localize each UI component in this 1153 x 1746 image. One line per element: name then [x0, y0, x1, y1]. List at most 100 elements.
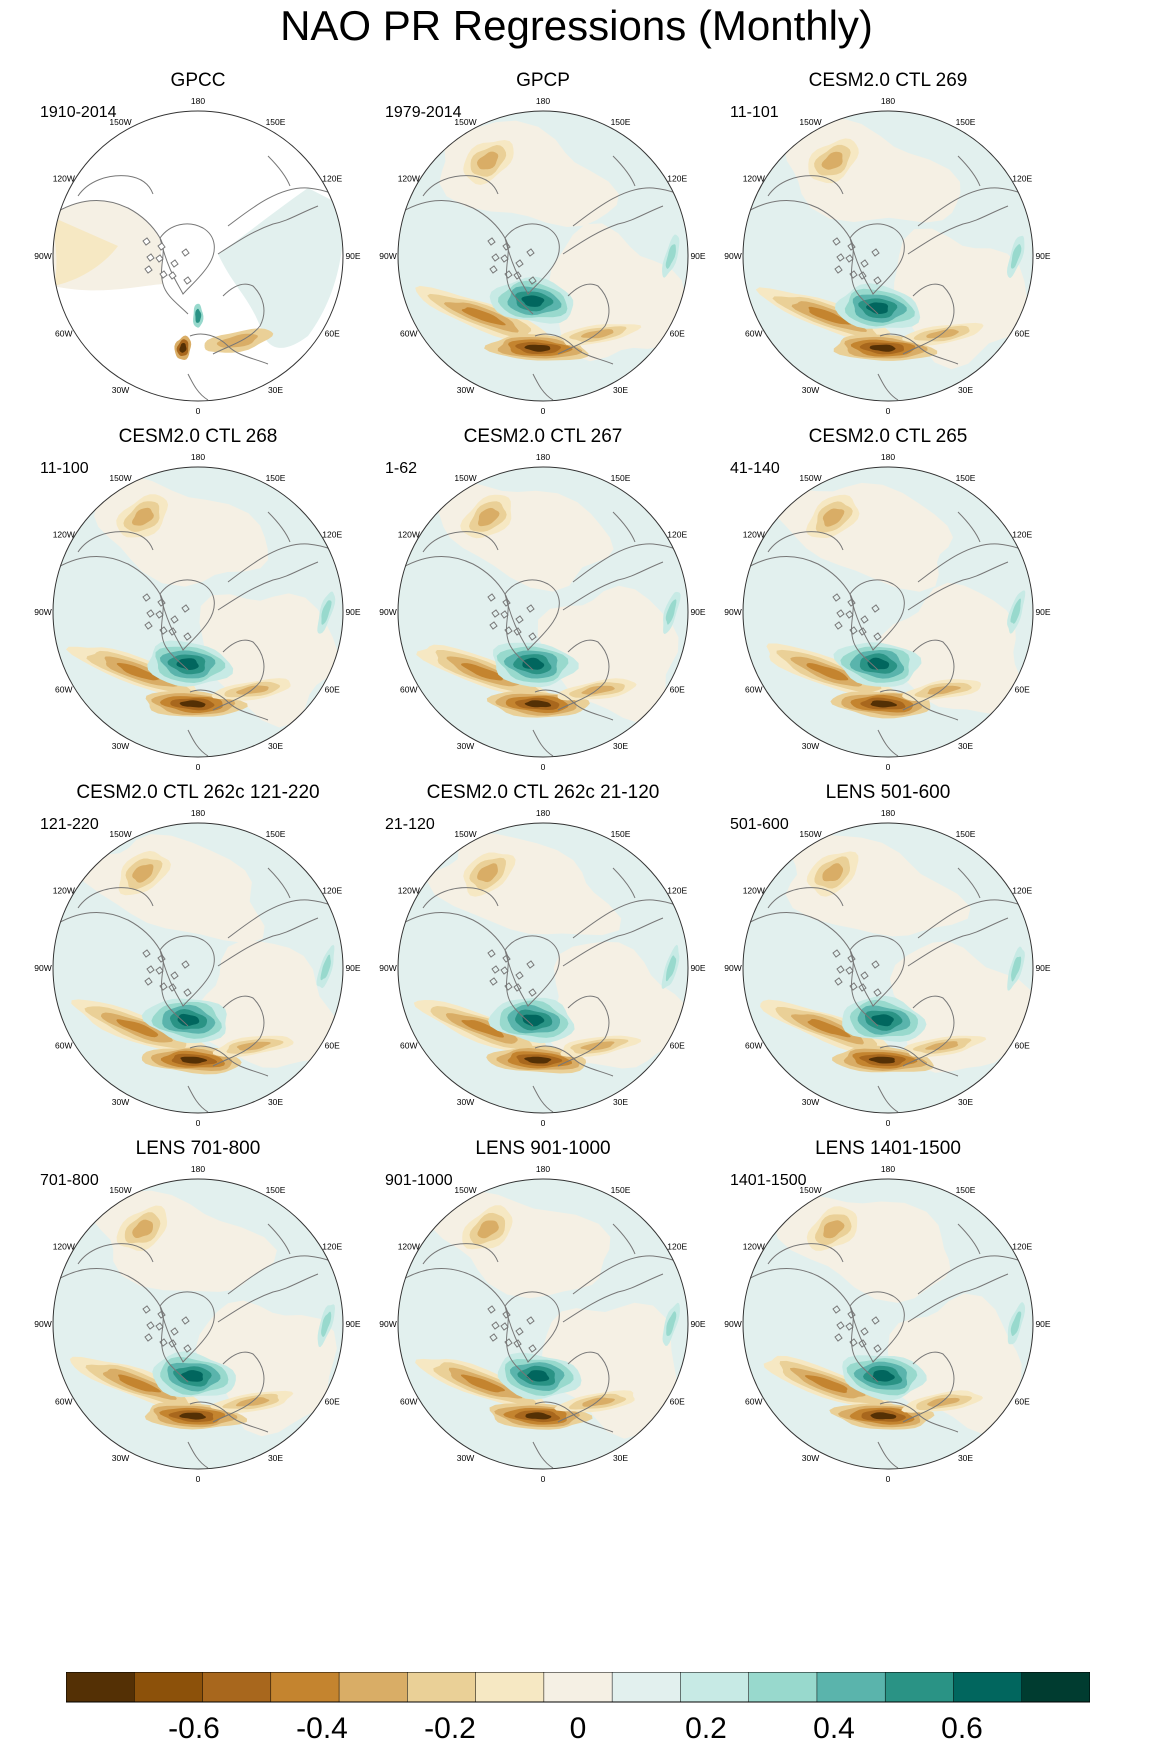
colorbar-tick-label: 0.4	[813, 1712, 855, 1745]
island-coastline	[183, 632, 192, 641]
colorbar-segment	[884, 1672, 955, 1703]
longitude-label: 90W	[34, 963, 51, 973]
island-coastline	[502, 1310, 511, 1319]
island-coastline	[528, 276, 537, 285]
polar-map: 180 150E 120E 90E 60E 30E 0 30W 60W 90W 120W 150W	[724, 808, 1051, 1128]
longitude-label: 30W	[457, 1097, 474, 1107]
longitude-label: 90W	[34, 251, 51, 261]
map-panel: 180 150E 120E 90E 60E 30E 0 30W 60W 90W 120W 150W CE…	[363, 782, 723, 1174]
island-coastline	[491, 609, 500, 618]
coastline	[562, 917, 664, 967]
longitude-label: 90E	[1035, 251, 1050, 261]
coastline	[422, 1243, 499, 1265]
colorbar-segment	[270, 1672, 340, 1703]
longitude-label: 90W	[34, 607, 51, 617]
coastline	[532, 373, 554, 401]
longitude-label: 60W	[55, 685, 72, 695]
map-panel: 180 150E 120E 90E 60E 30E 0 30W 60W 90W 120W 150W GP…	[18, 70, 378, 462]
island-coastline	[845, 966, 854, 975]
field-atlantic-dry	[460, 1374, 505, 1393]
field-midlatitude-dry	[870, 1412, 897, 1420]
longitude-label: 90W	[379, 1319, 396, 1329]
colorbar-segment	[66, 1672, 135, 1703]
coastline	[159, 935, 215, 1007]
longitude-label: 0	[541, 1118, 546, 1128]
longitude-label: 60E	[1015, 1041, 1030, 1051]
longitude-label: 60E	[670, 329, 685, 339]
longitude-label: 120E	[1012, 174, 1032, 184]
field-north-america	[53, 216, 118, 286]
longitude-label: 30E	[268, 1097, 283, 1107]
longitude-label: 150E	[611, 1185, 631, 1195]
longitude-label: 180	[191, 808, 205, 818]
colorbar-segment	[202, 1672, 272, 1703]
map-panel: 180 150E 120E 90E 60E 30E 0 30W 60W 90W 120W 150W LE…	[708, 782, 1068, 1174]
longitude-label: 120E	[322, 886, 342, 896]
field-atlantic-dry	[808, 306, 851, 325]
island-coastline	[181, 248, 190, 257]
island-coastline	[849, 270, 858, 279]
panel-period: 11-100	[40, 460, 89, 477]
polar-map: 180 150E 120E 90E 60E 30E 0 30W 60W 90W 120W 150W	[34, 1164, 361, 1484]
coastline	[557, 639, 610, 711]
longitude-label: 30W	[802, 385, 819, 395]
panel-title: LENS 701-800	[135, 1138, 261, 1159]
longitude-label: 150E	[266, 1185, 286, 1195]
island-coastline	[832, 593, 841, 602]
panel-period: 701-800	[40, 1172, 99, 1189]
field-atlantic-wet	[176, 658, 199, 670]
field-atlantic-dry	[461, 307, 506, 326]
coastline	[877, 1085, 899, 1113]
polar-map: 180 150E 120E 90E 60E 30E 0 30W 60W 90W 120W 150W	[724, 452, 1051, 772]
island-coastline	[146, 965, 155, 974]
coastline	[189, 1401, 269, 1433]
field-pacific-dry	[478, 507, 500, 527]
island-coastline	[168, 627, 177, 636]
field-midlatitude-dry	[524, 344, 551, 352]
longitude-label: 90E	[690, 963, 705, 973]
panel-period: 1401-1500	[730, 1172, 807, 1189]
longitude-label: 30W	[802, 1453, 819, 1463]
field-asia-wet	[666, 1311, 677, 1336]
longitude-label: 120W	[743, 174, 765, 184]
coastline	[767, 175, 844, 197]
field-asia-wet	[665, 955, 677, 982]
coastline	[612, 511, 636, 543]
longitude-label: 120W	[53, 1242, 75, 1252]
panel-period: 901-1000	[385, 1172, 453, 1189]
longitude-label: 150E	[266, 829, 286, 839]
field-neutral	[429, 1191, 611, 1299]
coastline	[877, 373, 899, 401]
coastline	[212, 995, 265, 1067]
coastline	[267, 1223, 291, 1255]
panel-period: 21-120	[385, 816, 435, 833]
island-coastline	[834, 621, 843, 630]
longitude-label: 30W	[112, 741, 129, 751]
colorbar-tick-label: 0.2	[685, 1712, 727, 1745]
longitude-label: 120W	[743, 886, 765, 896]
longitude-label: 180	[536, 808, 550, 818]
longitude-label: 60W	[55, 1397, 72, 1407]
coastline	[77, 1243, 154, 1265]
field-europe-dry	[236, 1041, 271, 1051]
longitude-label: 30W	[802, 1097, 819, 1107]
coastline	[849, 935, 905, 1007]
longitude-label: 120E	[667, 1242, 687, 1252]
coastline	[557, 283, 610, 355]
coastline	[534, 1045, 614, 1077]
map-panel: 180 150E 120E 90E 60E 30E 0 30W 60W 90W 120W 150W CE…	[18, 782, 378, 1174]
map-boundary	[397, 110, 689, 402]
longitude-label: 30W	[802, 741, 819, 751]
longitude-label: 60W	[745, 329, 762, 339]
longitude-label: 150E	[956, 1185, 976, 1195]
coastline	[562, 1273, 664, 1323]
colorbar-segment	[611, 1672, 681, 1703]
island-coastline	[170, 259, 179, 268]
longitude-label: 150E	[611, 473, 631, 483]
longitude-label: 60E	[325, 329, 340, 339]
panel-title: CESM2.0 CTL 262c 121-220	[76, 782, 320, 803]
panel-period: 501-600	[730, 816, 789, 833]
longitude-label: 120E	[667, 530, 687, 540]
longitude-label: 90E	[1035, 963, 1050, 973]
coastline	[217, 917, 319, 967]
